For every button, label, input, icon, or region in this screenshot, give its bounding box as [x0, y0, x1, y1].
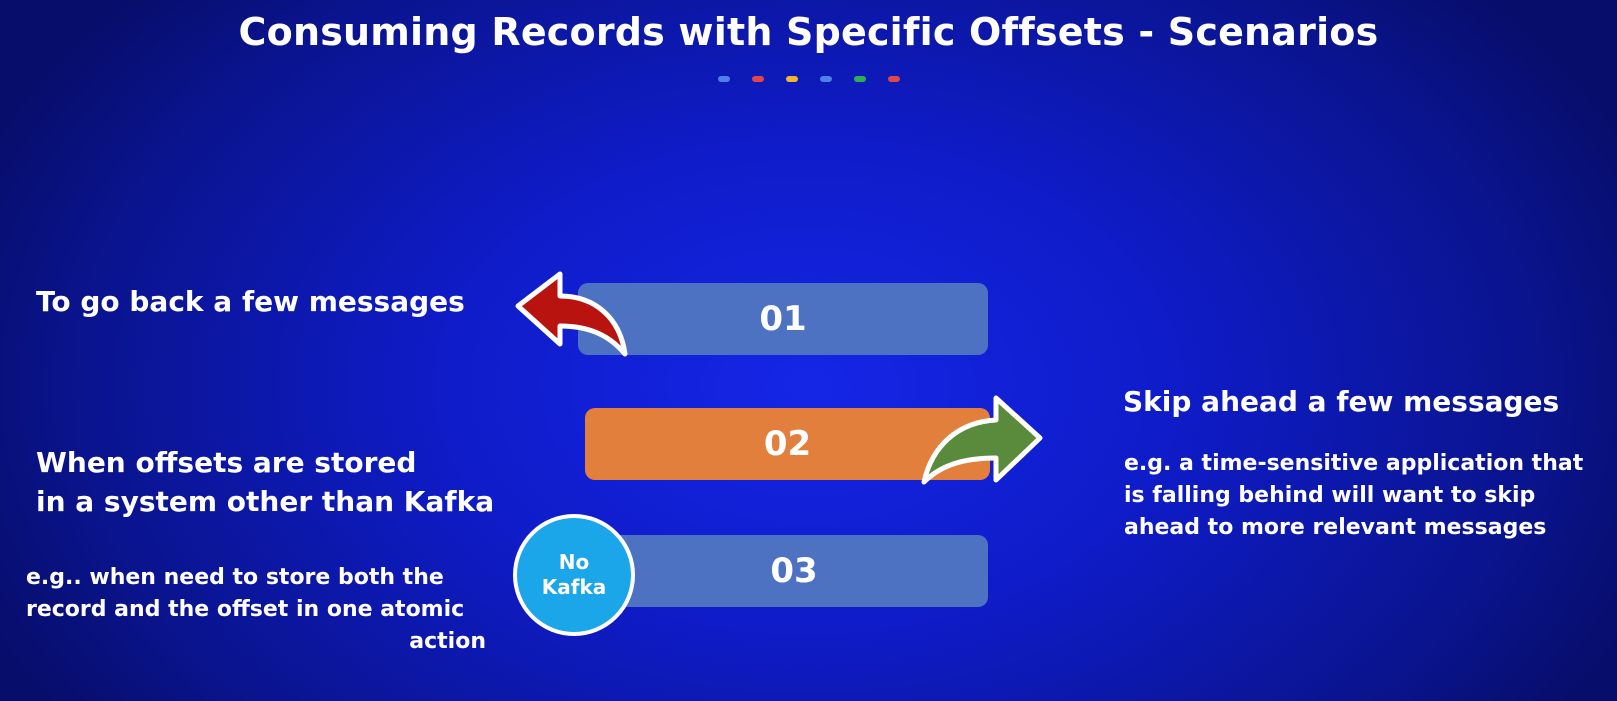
arrow-forward-shape	[921, 395, 1043, 485]
bar-label: 03	[770, 551, 818, 591]
scenario-back-heading: To go back a few messages	[36, 285, 465, 318]
slide-title: Consuming Records with Specific Offsets …	[238, 10, 1379, 54]
scenario-skip-heading: Skip ahead a few messages	[1123, 385, 1560, 418]
accent-dot	[819, 76, 832, 82]
scenario-store-heading: When offsets are stored in a system othe…	[36, 443, 494, 521]
badge-line: Kafka	[541, 575, 607, 599]
detail-line: is falling behind will want to skip	[1124, 483, 1536, 508]
detail-line: action	[409, 629, 486, 654]
arrow-forward-icon	[921, 395, 1043, 485]
heading-line: When offsets are stored	[36, 446, 417, 479]
arrow-back-icon	[515, 271, 628, 357]
no-kafka-badge: No Kafka	[513, 514, 635, 636]
accent-dot	[853, 76, 866, 82]
heading-line: in a system other than Kafka	[36, 485, 495, 518]
bar-label: 01	[759, 299, 807, 339]
accent-dot	[785, 76, 798, 82]
bar-label: 02	[763, 424, 812, 464]
scenario-skip-detail: e.g. a time-sensitive application that i…	[1124, 448, 1604, 544]
title-accent-dots	[0, 76, 1617, 82]
scenario-store-detail: e.g.. when need to store both the record…	[26, 562, 486, 658]
scenario-bar-03: 03	[600, 535, 988, 607]
scenario-bar-01: 01	[578, 283, 988, 355]
detail-line: ahead to more relevant messages	[1124, 515, 1547, 540]
accent-dot	[887, 76, 900, 82]
accent-dot	[717, 76, 730, 82]
accent-dot	[751, 76, 764, 82]
scenario-bar-02: 02	[585, 408, 990, 480]
detail-line: e.g. a time-sensitive application that	[1124, 451, 1584, 476]
badge-line: No	[558, 550, 590, 574]
arrow-back-shape	[515, 271, 628, 357]
detail-line: e.g.. when need to store both the	[26, 565, 444, 590]
detail-line: record and the offset in one atomic	[26, 597, 465, 622]
